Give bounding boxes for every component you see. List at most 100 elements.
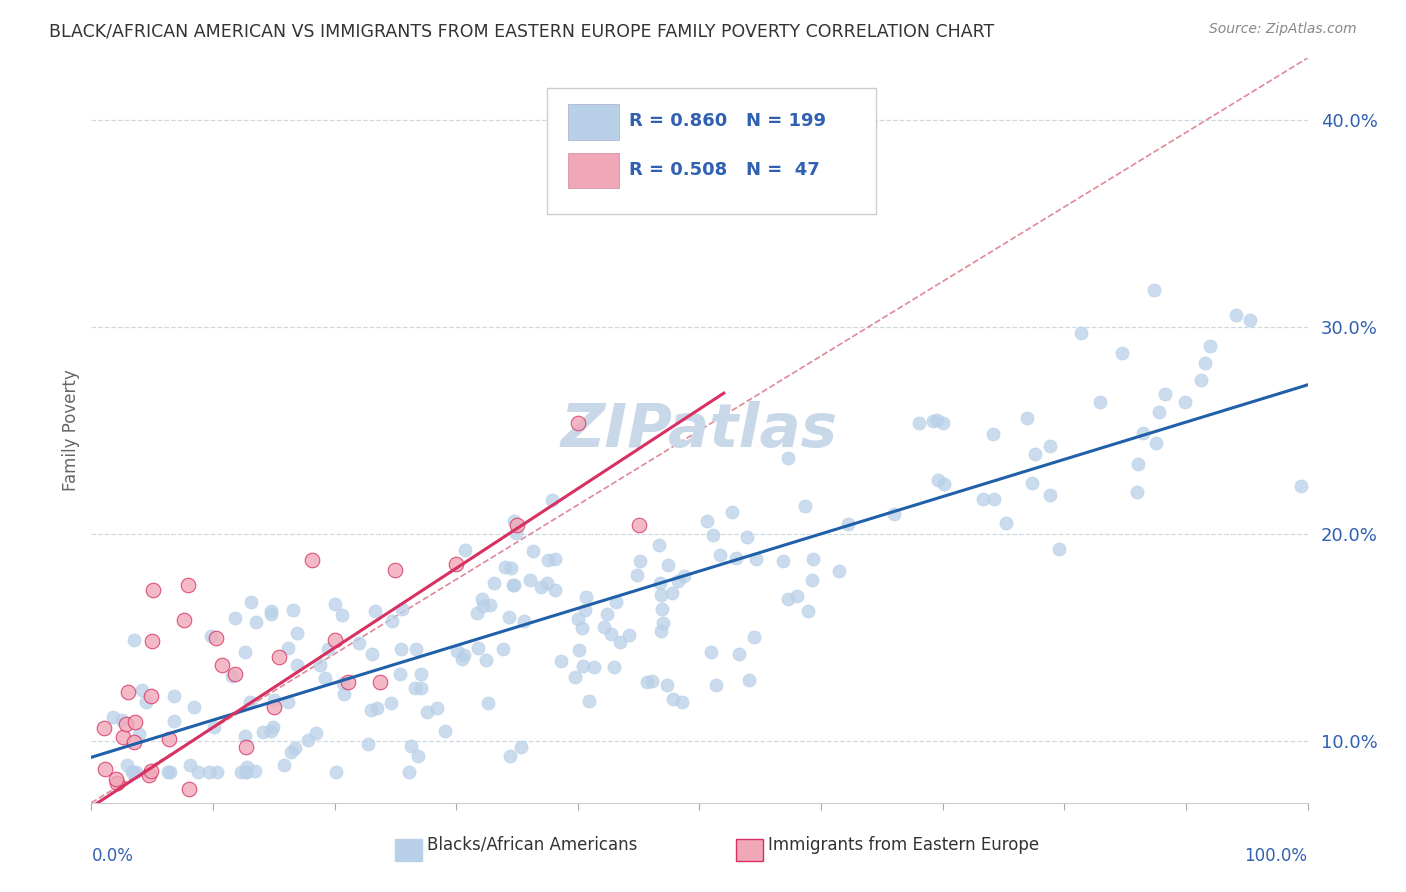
- Point: [657, 558, 679, 573]
- Point: [484, 575, 506, 590]
- Point: [506, 517, 529, 532]
- Point: [603, 659, 626, 673]
- Point: [492, 641, 515, 656]
- Point: [709, 548, 731, 562]
- Point: [801, 552, 824, 566]
- Point: [1191, 373, 1213, 387]
- Point: [502, 578, 524, 592]
- Point: [409, 681, 432, 695]
- Point: [728, 647, 751, 661]
- Point: [537, 553, 560, 567]
- Point: [609, 635, 631, 649]
- Point: [578, 694, 600, 708]
- Point: [101, 710, 124, 724]
- Point: [934, 476, 956, 491]
- Point: [575, 590, 598, 604]
- Point: [316, 642, 339, 657]
- Point: [568, 642, 591, 657]
- Point: [700, 645, 723, 659]
- Point: [125, 764, 148, 779]
- Point: [641, 673, 664, 688]
- Point: [467, 640, 489, 655]
- Point: [156, 764, 179, 779]
- Point: [108, 847, 131, 862]
- Point: [1039, 439, 1062, 453]
- Point: [221, 669, 243, 683]
- Point: [121, 809, 143, 823]
- Point: [454, 542, 477, 557]
- Point: [651, 602, 673, 616]
- Point: [600, 627, 623, 641]
- Point: [1153, 386, 1175, 401]
- Point: [273, 757, 295, 772]
- Point: [314, 672, 336, 686]
- Point: [122, 764, 145, 779]
- Point: [330, 607, 353, 622]
- Point: [277, 694, 299, 708]
- Point: [177, 577, 200, 591]
- Point: [702, 528, 724, 542]
- Point: [142, 583, 165, 598]
- Point: [152, 821, 174, 835]
- Point: [786, 589, 808, 603]
- Point: [179, 782, 201, 797]
- Point: [360, 703, 382, 717]
- Point: [512, 615, 534, 629]
- Point: [530, 581, 553, 595]
- Point: [617, 628, 640, 642]
- Point: [626, 568, 648, 582]
- Point: [1225, 309, 1247, 323]
- Point: [571, 621, 593, 635]
- FancyBboxPatch shape: [395, 838, 422, 861]
- Point: [510, 740, 533, 755]
- Point: [470, 592, 492, 607]
- Point: [1144, 436, 1167, 450]
- Point: [233, 644, 256, 658]
- Text: Immigrants from Eastern Europe: Immigrants from Eastern Europe: [768, 836, 1039, 854]
- Point: [308, 657, 330, 672]
- Point: [301, 553, 323, 567]
- Point: [627, 517, 650, 532]
- Point: [724, 551, 747, 566]
- Point: [149, 847, 172, 862]
- Point: [136, 821, 159, 835]
- Text: 0.0%: 0.0%: [91, 847, 134, 865]
- Point: [260, 723, 283, 738]
- Point: [233, 730, 256, 744]
- Point: [124, 715, 146, 730]
- Point: [776, 451, 799, 466]
- Point: [505, 525, 527, 540]
- Point: [141, 634, 163, 648]
- Text: R = 0.860   N = 199: R = 0.860 N = 199: [628, 112, 825, 130]
- Point: [229, 764, 252, 779]
- Point: [94, 763, 117, 777]
- FancyBboxPatch shape: [735, 838, 762, 861]
- Point: [745, 552, 768, 566]
- Point: [240, 595, 263, 609]
- Point: [797, 604, 820, 618]
- Point: [426, 701, 449, 715]
- Point: [696, 514, 718, 528]
- Point: [927, 413, 949, 427]
- Point: [666, 574, 689, 588]
- Point: [1024, 447, 1046, 461]
- Point: [285, 657, 308, 672]
- Point: [323, 597, 346, 611]
- Point: [179, 758, 201, 772]
- Point: [1132, 426, 1154, 441]
- Point: [401, 739, 423, 753]
- Point: [550, 653, 572, 667]
- Point: [263, 693, 285, 707]
- Point: [336, 675, 359, 690]
- Y-axis label: Family Poverty: Family Poverty: [62, 369, 80, 491]
- Point: [152, 812, 174, 826]
- Point: [323, 632, 346, 647]
- Point: [235, 764, 257, 779]
- Point: [141, 689, 163, 703]
- Point: [239, 695, 262, 709]
- Point: [502, 578, 524, 592]
- Point: [1174, 395, 1197, 409]
- Point: [364, 604, 387, 618]
- Point: [391, 641, 413, 656]
- Text: BLACK/AFRICAN AMERICAN VS IMMIGRANTS FROM EASTERN EUROPE FAMILY POVERTY CORRELAT: BLACK/AFRICAN AMERICAN VS IMMIGRANTS FRO…: [49, 22, 994, 40]
